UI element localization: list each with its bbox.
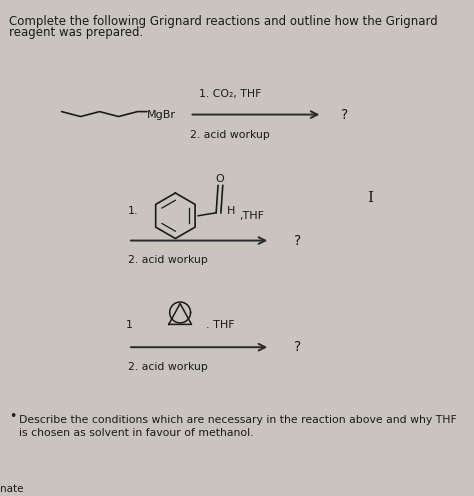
Text: ?: ?: [341, 108, 348, 122]
Text: ?: ?: [294, 340, 301, 354]
Text: ?: ?: [294, 234, 301, 248]
Text: . THF: . THF: [206, 320, 235, 330]
Text: O: O: [215, 174, 224, 184]
Text: is chosen as solvent in favour of methanol.: is chosen as solvent in favour of methan…: [19, 428, 254, 437]
Text: MgBr: MgBr: [147, 110, 176, 120]
Text: 1: 1: [126, 320, 133, 330]
Text: reagent was prepared.: reagent was prepared.: [9, 26, 144, 39]
Text: 1.: 1.: [128, 206, 138, 216]
Text: 2. acid workup: 2. acid workup: [128, 362, 208, 372]
Text: H: H: [227, 206, 235, 216]
Text: I: I: [367, 191, 373, 205]
Text: nate: nate: [0, 484, 24, 494]
Text: ,THF: ,THF: [239, 211, 264, 221]
Text: 2. acid workup: 2. acid workup: [128, 255, 208, 265]
Text: 1. CO₂, THF: 1. CO₂, THF: [199, 89, 262, 99]
Text: Describe the conditions which are necessary in the reaction above and why THF: Describe the conditions which are necess…: [19, 415, 457, 425]
Text: Complete the following Grignard reactions and outline how the Grignard: Complete the following Grignard reaction…: [9, 15, 438, 28]
Text: •: •: [9, 410, 17, 423]
Text: 2. acid workup: 2. acid workup: [190, 130, 270, 140]
